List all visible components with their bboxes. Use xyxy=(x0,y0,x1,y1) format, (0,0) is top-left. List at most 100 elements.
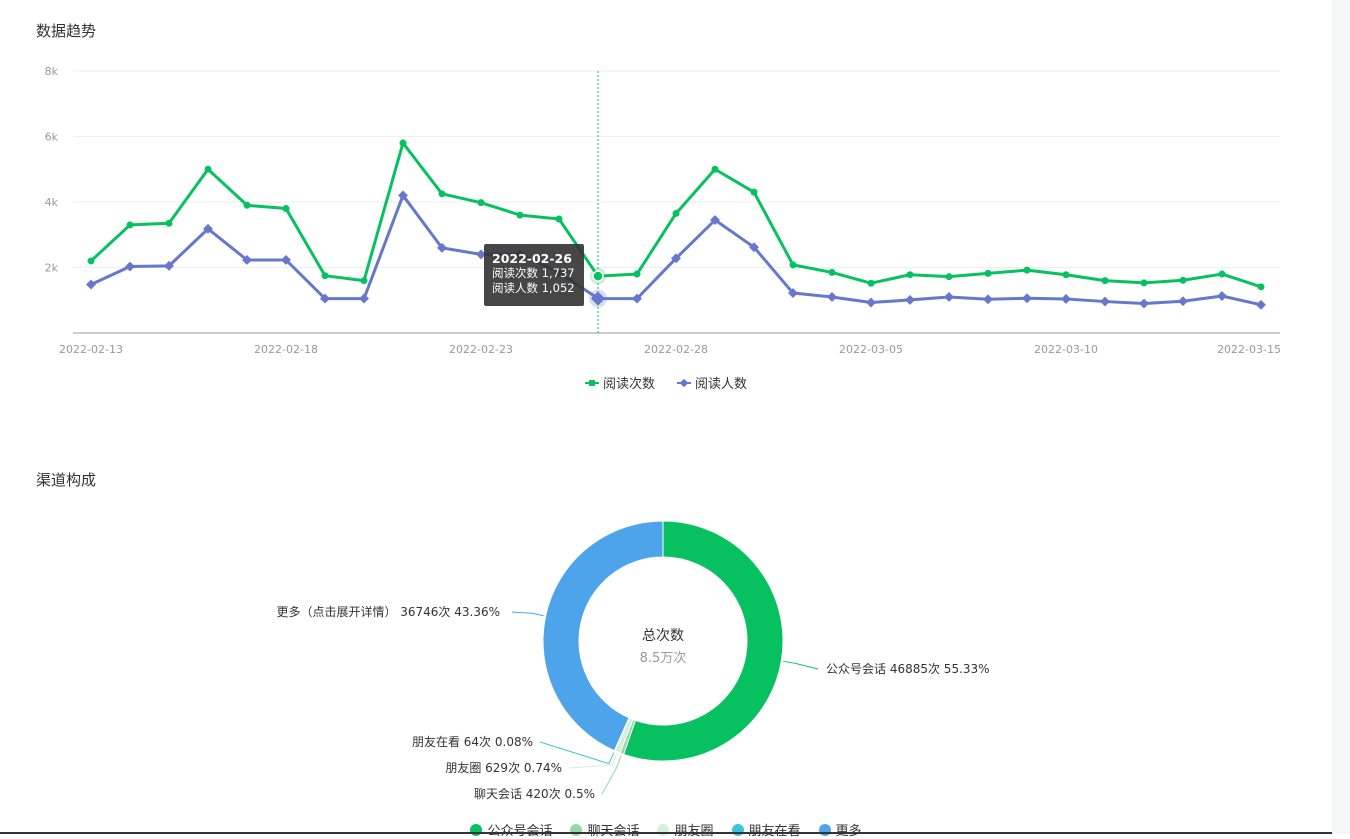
data-point xyxy=(321,272,329,280)
legend-swatch xyxy=(677,378,691,388)
data-point xyxy=(477,199,485,207)
data-point xyxy=(360,277,368,285)
trend-line-chart[interactable]: 2k 4k 6k 8k 2022-02-13 2022-02-18 2022-02-23 20… xyxy=(0,50,1332,410)
tooltip-readers: 阅读人数 1,052 xyxy=(492,281,575,295)
donut-slice-1[interactable] xyxy=(622,520,784,762)
data-point xyxy=(555,215,563,223)
donut-slice-5[interactable] xyxy=(542,520,664,752)
data-point xyxy=(1022,293,1032,304)
slice-label: 朋友在看 64次 0.08% xyxy=(412,735,533,749)
data-point xyxy=(1257,283,1265,291)
y-tick-label: 8k xyxy=(45,65,59,78)
data-point xyxy=(126,221,134,229)
data-point xyxy=(905,294,915,305)
data-point xyxy=(320,293,330,304)
bottom-divider xyxy=(0,832,1332,834)
slice-label: 朋友圈 629次 0.74% xyxy=(445,761,562,775)
x-tick-label: 2022-03-10 xyxy=(1034,343,1098,356)
y-tick-label: 2k xyxy=(45,262,59,275)
data-point xyxy=(125,261,135,272)
data-point xyxy=(906,271,914,279)
legend-item-2[interactable]: 阅读人数 xyxy=(677,373,747,392)
legend-label: 阅读次数 xyxy=(602,377,655,392)
x-tick-label: 2022-02-28 xyxy=(644,343,708,356)
channel-legend-item-1[interactable]: 公众号会话 xyxy=(470,820,552,839)
data-point xyxy=(1217,291,1227,301)
data-point xyxy=(1140,279,1148,287)
data-point xyxy=(866,297,876,308)
channel-legend-item-5[interactable]: 更多 xyxy=(818,820,862,839)
data-point xyxy=(632,293,642,304)
data-point xyxy=(282,205,290,213)
data-point xyxy=(1256,299,1266,310)
data-point xyxy=(437,242,447,253)
legend-label: 朋友在看 xyxy=(749,820,801,839)
data-point xyxy=(788,288,798,298)
data-point xyxy=(165,219,173,227)
data-point xyxy=(516,211,524,219)
tooltip-reads: 阅读次数 1,737 xyxy=(492,266,575,280)
data-point xyxy=(359,293,369,304)
data-point xyxy=(983,294,993,305)
data-point xyxy=(1062,271,1070,279)
data-point xyxy=(1178,296,1188,307)
legend-swatch xyxy=(584,378,599,388)
data-point xyxy=(438,190,446,198)
data-point xyxy=(944,292,954,302)
slice-leader-line xyxy=(511,611,544,617)
data-point xyxy=(672,209,680,217)
legend-label: 更多 xyxy=(836,820,862,839)
y-tick-label: 6k xyxy=(45,131,59,144)
slice-leader-line xyxy=(568,753,618,769)
data-point xyxy=(633,270,641,278)
legend-label: 公众号会话 xyxy=(487,820,552,839)
y-tick-label: 4k xyxy=(45,196,59,209)
x-tick-label: 2022-03-15 xyxy=(1217,343,1281,356)
channel-legend-item-2[interactable]: 聊天会话 xyxy=(570,820,639,839)
donut-center-label: 总次数 xyxy=(642,628,684,644)
data-point xyxy=(750,188,758,196)
data-point xyxy=(399,139,407,147)
channel-legend: 公众号会话 聊天会话 朋友圈 朋友在看 更多 xyxy=(0,820,1332,839)
data-point xyxy=(242,255,252,265)
slice-leader-line xyxy=(601,755,622,795)
trend-legend: 阅读次数 阅读人数 xyxy=(0,373,1332,392)
data-point xyxy=(86,279,96,290)
data-point xyxy=(1100,296,1110,307)
data-point xyxy=(203,223,213,234)
data-point xyxy=(1179,276,1187,284)
donut-center-value: 8.5万次 xyxy=(640,650,687,666)
x-tick-label: 2022-03-05 xyxy=(839,343,903,356)
x-tick-label: 2022-02-18 xyxy=(254,343,318,356)
channel-section-title: 渠道构成 xyxy=(36,471,97,489)
data-point xyxy=(945,273,953,281)
data-point xyxy=(164,260,174,271)
data-point xyxy=(592,270,604,282)
data-point xyxy=(1139,298,1149,309)
data-point xyxy=(867,279,875,287)
data-point xyxy=(1101,277,1109,285)
data-point xyxy=(398,190,408,201)
slice-leader-line xyxy=(539,741,615,765)
trend-section-title: 数据趋势 xyxy=(36,22,97,40)
data-point xyxy=(827,292,837,302)
x-tick-label: 2022-02-23 xyxy=(449,343,513,356)
chart-tooltip: 2022-02-26 阅读次数 1,737 阅读人数 1,052 xyxy=(484,244,584,306)
slice-leader-line xyxy=(783,660,819,670)
data-point xyxy=(1218,270,1226,278)
channel-legend-item-3[interactable]: 朋友圈 xyxy=(657,820,714,839)
data-point xyxy=(749,242,759,253)
channel-legend-item-4[interactable]: 朋友在看 xyxy=(731,820,801,839)
data-point xyxy=(243,201,251,209)
legend-label: 朋友圈 xyxy=(674,820,713,839)
data-point xyxy=(1023,266,1031,274)
data-point xyxy=(204,165,212,173)
data-point xyxy=(87,257,95,265)
legend-item-1[interactable]: 阅读次数 xyxy=(584,373,655,392)
tooltip-date: 2022-02-26 xyxy=(492,251,572,266)
data-point xyxy=(671,253,681,264)
data-point xyxy=(711,165,719,173)
data-point xyxy=(1061,293,1071,304)
data-point xyxy=(828,268,836,276)
